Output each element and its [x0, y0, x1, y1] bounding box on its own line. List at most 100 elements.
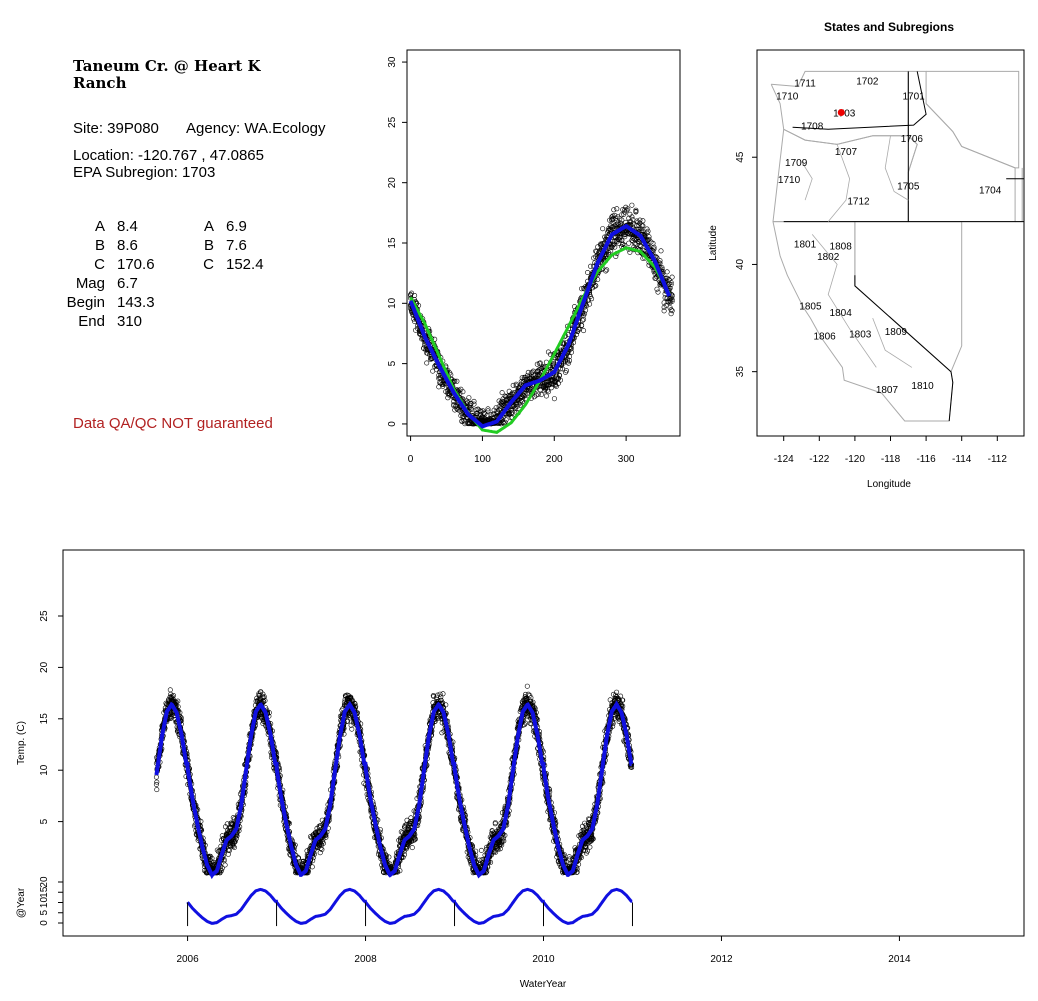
observation-point [605, 229, 611, 235]
epa-subregion: EPA Subregion: 1703 [73, 164, 215, 181]
observation-point [638, 244, 644, 250]
map-x-tick-label: -118 [881, 454, 901, 465]
observation-point [538, 392, 544, 398]
observation-point [537, 360, 543, 366]
x-tick-label: 100 [474, 454, 491, 465]
observation-point [593, 248, 599, 254]
y-tick-label: 15 [387, 237, 398, 249]
observation-point [644, 226, 650, 232]
observation-point [654, 286, 660, 292]
subregion-label: 1711 [794, 78, 816, 89]
observation-point [667, 300, 673, 306]
observation-point [562, 369, 568, 375]
subregion-label: 1707 [835, 147, 858, 158]
map-y-tick-label: 35 [735, 366, 746, 378]
y-tick-label: 5 [387, 360, 398, 366]
observation-point [650, 240, 656, 246]
observation-point [627, 211, 633, 217]
observation-point [468, 401, 474, 407]
observation-point [651, 244, 657, 250]
observation-point [530, 368, 536, 374]
observation-point [587, 301, 593, 307]
observation-point [471, 398, 477, 404]
observation-point [645, 237, 651, 243]
observation-point [581, 328, 587, 334]
observation-point [424, 360, 430, 366]
y-tick-label: 10 [387, 297, 398, 309]
observation-point [611, 207, 617, 213]
map-x-tick-label: -114 [952, 454, 972, 465]
observation-point [545, 382, 551, 388]
map-x-tick-label: -120 [845, 454, 865, 465]
subregion-line [872, 317, 913, 368]
observation-point [659, 265, 665, 271]
observation-point [618, 220, 624, 226]
observation-point [503, 394, 509, 400]
observation-point [467, 404, 473, 410]
observation-point [167, 687, 173, 693]
observation-point [636, 222, 642, 228]
location: Location: -120.767 , 47.0865 [73, 147, 264, 164]
subregion-label: 1708 [801, 121, 824, 132]
observation-point [230, 815, 236, 821]
map-x-label: Longitude [867, 479, 911, 490]
observation-point [584, 303, 590, 309]
observation-point [619, 217, 625, 223]
subregion-label: 1704 [979, 186, 1002, 197]
observation-point [503, 417, 509, 423]
map-y-label: Latitude [708, 225, 719, 261]
observation-point [589, 296, 595, 302]
subregion-label: 1706 [901, 134, 924, 145]
observation-point [506, 410, 512, 416]
observation-point [551, 396, 557, 402]
observation-point [634, 223, 640, 229]
subregion-label: 1807 [876, 385, 899, 396]
observation-point [485, 408, 491, 414]
observation-point [637, 242, 643, 248]
param-value: 310 [117, 313, 142, 330]
observation-point [527, 386, 533, 392]
param-value: 6.9 [226, 218, 247, 235]
observation-point [614, 206, 620, 212]
observation-point [488, 412, 494, 418]
observation-point [518, 381, 524, 387]
observation-point [595, 276, 601, 282]
timeseries-frame [62, 549, 1025, 937]
observation-point [437, 375, 443, 381]
site-title-line-1: Taneum Cr. @ Heart K [73, 57, 262, 75]
observation-point [421, 345, 427, 351]
observation-point [599, 241, 605, 247]
observation-point [520, 392, 526, 398]
observation-point [580, 317, 586, 323]
observation-point [153, 774, 159, 780]
observation-point [661, 308, 667, 314]
map-x-tick-label: -124 [774, 454, 794, 465]
observation-point [438, 380, 444, 386]
observation-point [443, 389, 449, 395]
observation-point [668, 307, 674, 313]
param-value: 7.6 [226, 237, 247, 254]
observation-point [535, 391, 541, 397]
param-label: End [78, 313, 105, 330]
map-x-tick-label: -122 [809, 454, 829, 465]
observation-point [409, 290, 415, 296]
observation-point [553, 372, 559, 378]
observation-point [459, 410, 465, 416]
observation-point [451, 401, 457, 407]
observation-point [154, 787, 160, 793]
y-tick-label: 20 [387, 177, 398, 189]
map-y-tick-label: 40 [735, 258, 746, 270]
param-value: 8.6 [117, 237, 138, 254]
param-label: C [203, 256, 214, 273]
observation-point [524, 683, 530, 689]
y-tick-label: 0 [387, 421, 398, 427]
observation-point [621, 211, 627, 217]
observation-point [412, 292, 418, 298]
subregion-label: 1710 [778, 175, 801, 186]
region-boundary [854, 275, 954, 422]
observation-point [619, 212, 625, 218]
observation-point [154, 779, 160, 785]
